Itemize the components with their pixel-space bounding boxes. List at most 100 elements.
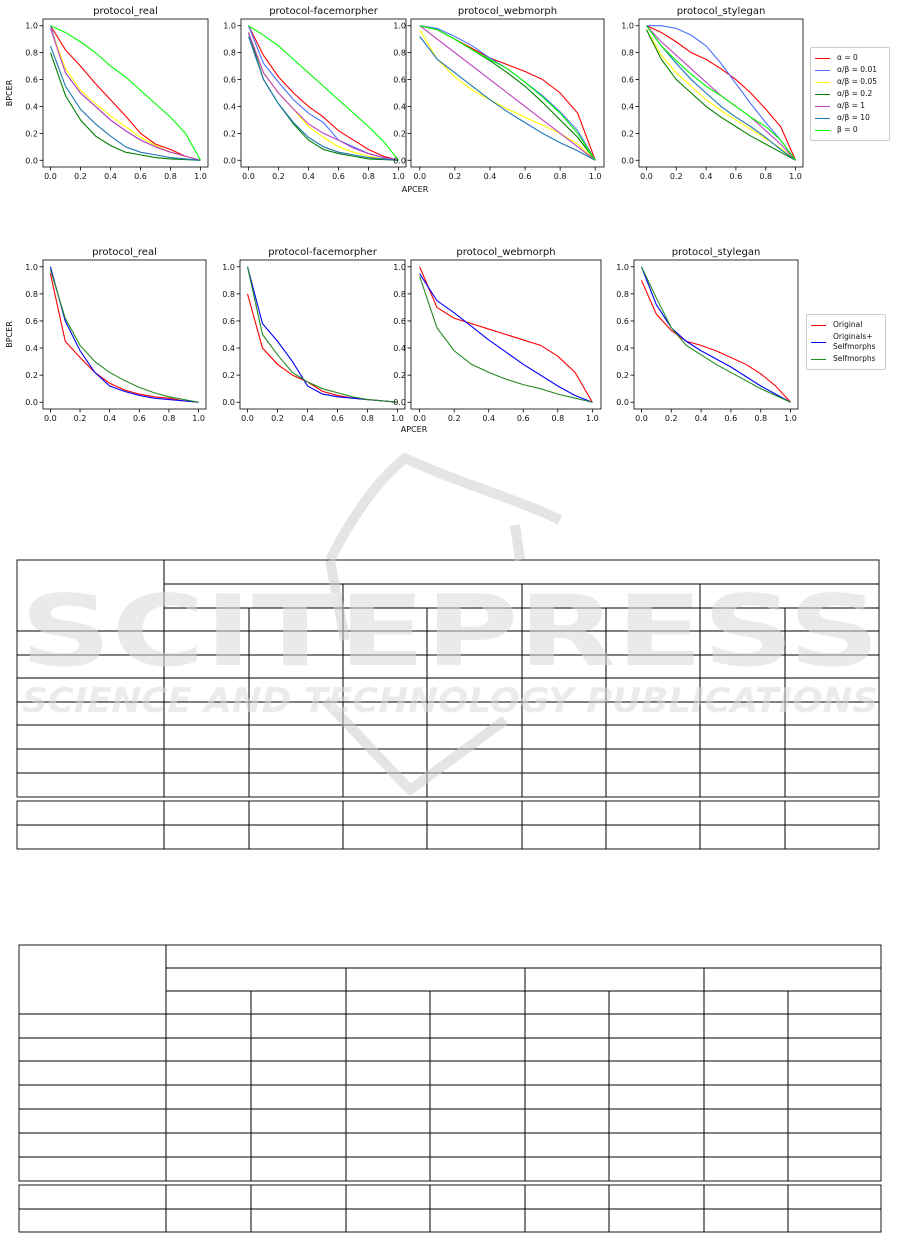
y-tick-label: 0.4	[393, 344, 406, 353]
table-cell	[345, 1060, 431, 1086]
table-cell	[608, 1156, 705, 1182]
y-tick-label: 0.6	[25, 317, 38, 326]
table-cell	[784, 800, 880, 826]
table-cell	[429, 1060, 526, 1086]
table-cell	[16, 772, 165, 798]
series-line	[247, 25, 399, 161]
table-cell	[429, 1037, 526, 1062]
table-cell	[18, 944, 167, 1015]
x-tick-label: 0.4	[104, 172, 117, 181]
axes-frame	[410, 18, 605, 168]
series-line	[49, 45, 201, 161]
series-line	[49, 273, 199, 403]
table-cell	[18, 1108, 167, 1134]
watermark-subtitle: SCIENCE AND TECHNOLOGY PUBLICATIONS	[22, 681, 878, 721]
series-line	[246, 266, 398, 403]
x-tick-label: 0.4	[700, 172, 713, 181]
x-tick-label: 0.6	[730, 172, 743, 181]
y-tick-label: 0.6	[393, 76, 406, 85]
axes-frame	[638, 18, 804, 168]
y-tick-label: 0.4	[223, 102, 236, 111]
series-line	[246, 293, 398, 403]
table-cell	[784, 772, 880, 798]
x-tick-label: 0.4	[482, 414, 495, 423]
table-cell	[16, 748, 165, 774]
table-cell	[18, 1013, 167, 1039]
table-cell	[250, 1037, 347, 1062]
table-cell	[524, 967, 705, 992]
table-cell	[703, 1208, 789, 1233]
x-tick-label: 0.2	[448, 414, 461, 423]
y-tick-label: 0.2	[393, 371, 406, 380]
table-cell	[248, 772, 344, 798]
chart-title: protocol_real	[93, 6, 158, 17]
y-tick-label: 0.4	[222, 344, 235, 353]
legend-label: α/β = 1	[837, 101, 866, 110]
x-tick-label: 0.4	[484, 172, 497, 181]
table-cell	[524, 1037, 610, 1062]
legend-swatch	[811, 341, 826, 343]
table-cell	[608, 1084, 705, 1110]
table-cell	[605, 800, 701, 826]
y-tick-label: 1.0	[393, 263, 406, 272]
y-tick-label: 0.6	[25, 76, 38, 85]
legend-entry: α/β = 10	[815, 113, 885, 123]
y-axis-label: BPCER	[5, 79, 14, 106]
table-cell	[429, 1084, 526, 1110]
x-tick-label: 0.0	[44, 172, 57, 181]
series-line	[419, 266, 593, 403]
x-tick-label: 0.6	[134, 172, 147, 181]
series-line	[646, 25, 796, 161]
x-tick-label: 0.2	[272, 172, 285, 181]
series-line	[419, 273, 593, 403]
series-line	[419, 29, 596, 161]
y-tick-label: 0.8	[222, 290, 235, 299]
table-cell	[703, 990, 789, 1015]
table-cell	[429, 1156, 526, 1182]
table-cell	[18, 1060, 167, 1086]
series-line	[49, 269, 199, 403]
table-cell	[524, 1156, 610, 1182]
table-cell	[787, 990, 882, 1015]
table-cell	[703, 1013, 789, 1039]
axes-frame	[410, 259, 602, 410]
table-cell	[248, 824, 344, 850]
table-cell	[521, 800, 607, 826]
x-tick-label: 0.6	[331, 414, 344, 423]
table-cell	[524, 1184, 610, 1210]
y-tick-label: 0.0	[223, 156, 236, 165]
table-cell	[699, 724, 786, 750]
legend-swatch	[815, 93, 830, 95]
x-tick-label: 0.2	[74, 414, 87, 423]
legend: α = 0 α/β = 0.01 α/β = 0.05 α/β = 0.2 α/β = …	[810, 47, 890, 141]
table-cell	[165, 1184, 252, 1210]
table-cell	[165, 1156, 252, 1182]
x-tick-label: 0.8	[361, 414, 374, 423]
y-axis-label: BPCER	[5, 321, 14, 348]
series-line	[247, 32, 399, 161]
chart-title: protocol_real	[92, 247, 157, 258]
table-cell	[345, 1132, 431, 1158]
x-tick-label: 0.2	[271, 414, 284, 423]
series-line	[49, 28, 201, 161]
table-cell	[165, 1208, 252, 1233]
legend-entry: Selfmorphs	[811, 354, 881, 364]
y-tick-label: 1.0	[223, 22, 236, 31]
table-cell	[345, 1084, 431, 1110]
table-cell	[345, 967, 526, 992]
legend-entry: Originals+ Selfmorphs	[811, 332, 881, 352]
table-cell	[163, 724, 250, 750]
table-cell	[784, 748, 880, 774]
x-tick-label: 0.6	[133, 414, 146, 423]
table-cell	[784, 824, 880, 850]
series-line	[247, 36, 399, 161]
legend-swatch	[811, 324, 826, 326]
series-line	[419, 25, 596, 161]
table-cell	[703, 1060, 789, 1086]
x-tick-label: 0.0	[640, 172, 653, 181]
legend-entry: α = 0	[815, 53, 885, 63]
y-tick-label: 0.6	[621, 76, 634, 85]
series-line	[646, 25, 796, 161]
x-tick-label: 0.8	[759, 172, 772, 181]
table-cell	[250, 1060, 347, 1086]
